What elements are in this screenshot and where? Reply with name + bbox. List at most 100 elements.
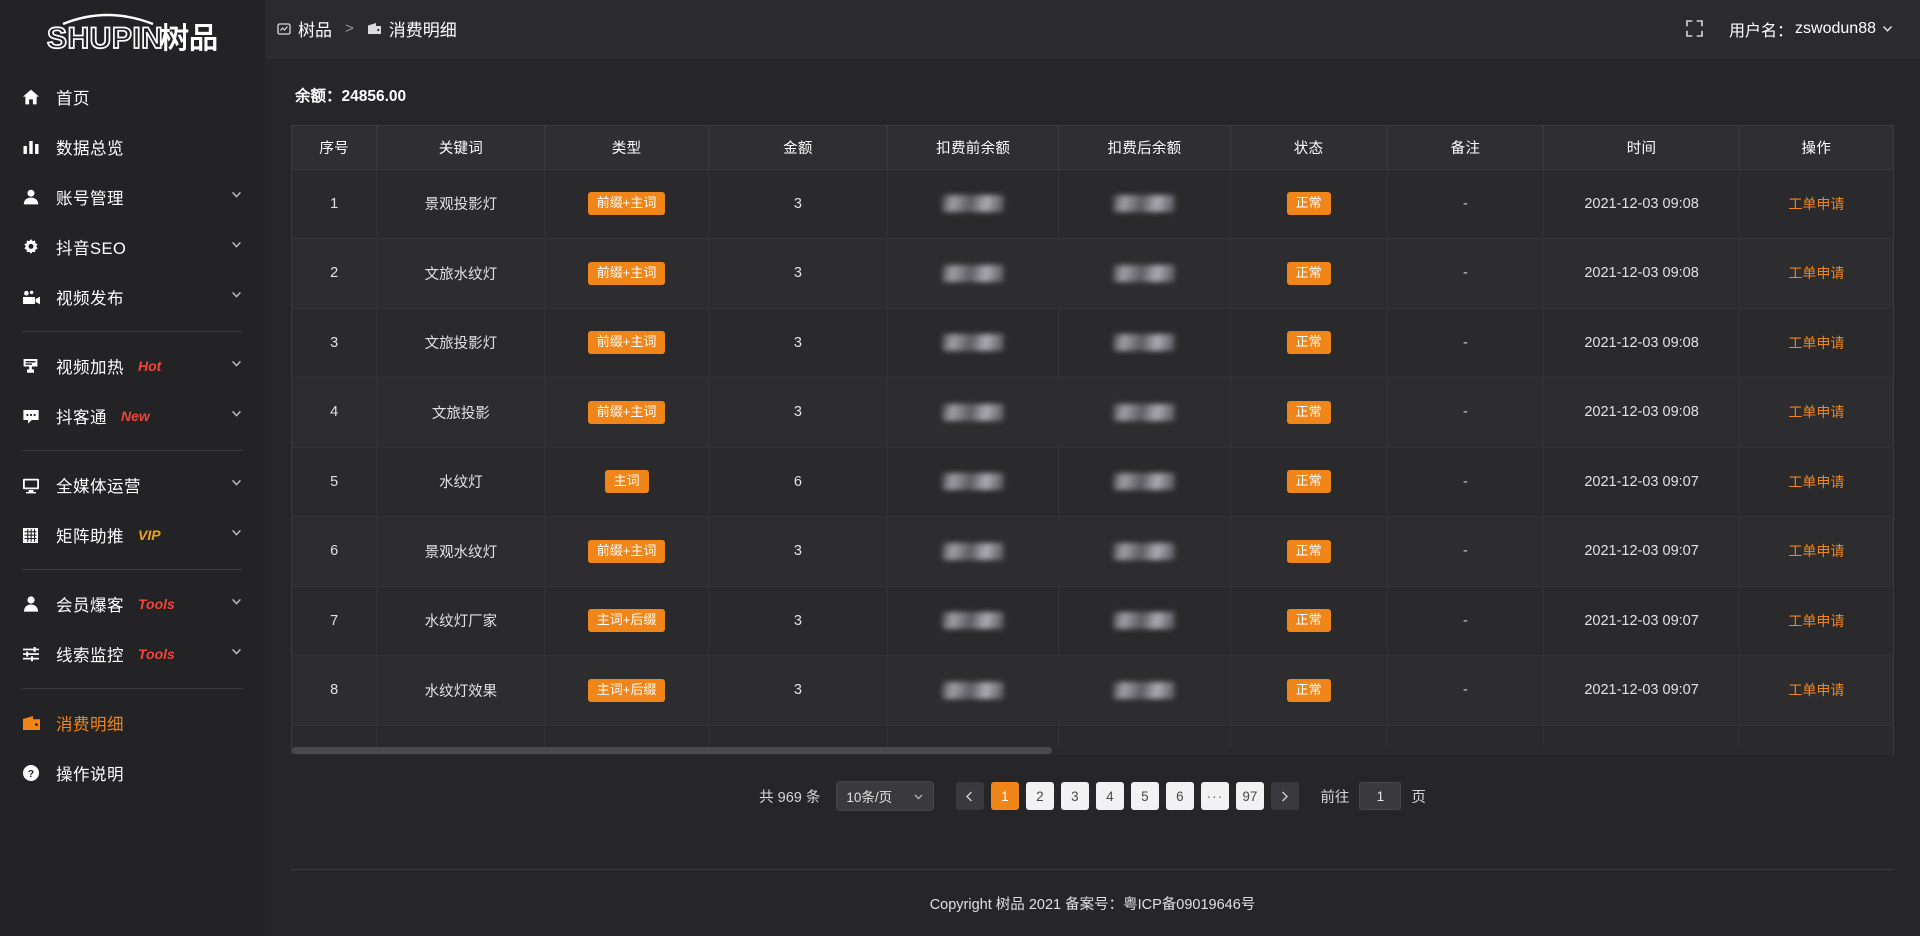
cell-index: 8 [292,655,378,726]
sidebar-item-0[interactable]: 首页 [0,72,265,122]
cell-action: 工单申请 [1739,308,1893,378]
sidebar-item-12[interactable]: ? 操作说明 [0,748,265,798]
breadcrumb-separator: > [345,20,354,37]
pagination-last-page[interactable]: 97 [1235,782,1264,810]
sidebar-item-3[interactable]: 抖音SEO [0,222,265,272]
cell-amount: 6 [708,447,889,517]
cell-index: 4 [292,377,378,448]
cell-status: 正常 [1230,308,1388,378]
cell-time: 2021-12-03 09:08 [1543,308,1740,378]
svg-text:?: ? [28,768,34,780]
sidebar-item-label: 消费明细 [56,716,124,734]
chevron-down-icon [230,526,243,544]
redacted-value [942,195,1005,213]
status-badge: 正常 [1286,470,1331,494]
ticket-apply-link[interactable]: 工单申请 [1788,265,1845,282]
sidebar-item-7[interactable]: 全媒体运营 [0,460,265,510]
sidebar-item-6[interactable]: 抖客通 New [0,391,265,441]
status-badge: 正常 [1286,192,1331,216]
sidebar-divider [22,450,243,451]
page-size-select[interactable]: 10条/页 [836,781,935,811]
cell-action: 工单申请 [1739,377,1893,448]
pagination-page-1[interactable]: 1 [990,782,1019,810]
table-horizontal-scrollbar[interactable] [292,746,1893,755]
sidebar-item-5[interactable]: 视频加热 Hot [0,341,265,391]
wallet-icon [22,715,46,731]
cell-index: 5 [292,447,378,517]
breadcrumb-current[interactable]: 消费明细 [367,16,457,41]
cell-type: 主词 [544,447,709,517]
cell-index: 3 [292,308,378,378]
cell-time: 2021-12-03 09:07 [1543,586,1740,656]
topbar: 树品 > 消费明细 [265,0,1920,58]
ticket-apply-link[interactable]: 工单申请 [1788,682,1845,699]
svg-text:树品: 树品 [160,22,218,54]
ticket-apply-link[interactable]: 工单申请 [1788,404,1845,421]
sidebar-item-11[interactable]: 消费明细 [0,698,265,748]
pagination-prev[interactable] [955,782,984,810]
fullscreen-icon[interactable] [1686,20,1703,37]
ticket-apply-link[interactable]: 工单申请 [1788,334,1845,351]
table-column-header: 时间 [1543,126,1740,170]
cell-type: 主词+后缀 [544,655,709,726]
type-badge: 前缀+主词 [587,400,666,424]
sidebar-item-1[interactable]: 数据总览 [0,122,265,172]
monitor-icon [22,477,46,494]
redacted-value [942,264,1005,282]
sidebar-item-2[interactable]: 账号管理 [0,172,265,222]
sidebar-item-9[interactable]: 会员爆客 Tools [0,579,265,629]
redacted-value [1113,334,1176,352]
pagination-ellipsis[interactable]: ··· [1200,782,1229,810]
cell-time: 2021-12-03 09:07 [1543,447,1740,517]
cell-status: 正常 [1230,655,1388,726]
pagination-page-3[interactable]: 3 [1060,782,1089,810]
cell-type: 主词+后缀 [544,586,709,656]
cell-balance-after [1058,447,1231,517]
redacted-value [1113,264,1176,282]
cell-status: 正常 [1230,447,1388,517]
status-badge: 正常 [1286,261,1331,285]
user-menu[interactable]: 用户名： zswodun88 [1729,17,1894,41]
cell-index: 1 [292,169,378,239]
sidebar-item-4[interactable]: 视频发布 [0,272,265,322]
sidebar-item-label: 视频加热 [56,359,124,377]
grid-icon [22,527,46,544]
cell-action: 工单申请 [1739,447,1893,517]
goto-page-input[interactable] [1359,782,1402,810]
brand-logo[interactable]: SHUPIN 树品 [0,0,265,58]
status-badge: 正常 [1286,331,1331,355]
pagination-page-2[interactable]: 2 [1025,782,1054,810]
sidebar-item-10[interactable]: 线索监控 Tools [0,629,265,679]
scrollbar-thumb[interactable] [292,747,1052,754]
ticket-apply-link[interactable]: 工单申请 [1788,543,1845,560]
cell-remark: - [1387,377,1545,448]
cell-action: 工单申请 [1739,516,1893,587]
copyright-text: Copyright 树品 2021 备案号：粤ICP备09019646号 [929,896,1256,913]
pagination-pages: 1 2 3 4 5 6 ··· 97 [987,782,1267,810]
breadcrumb-root[interactable]: 树品 [277,16,332,41]
cell-remark: - [1387,308,1545,378]
ticket-apply-link[interactable]: 工单申请 [1788,195,1845,212]
cell-balance-before [887,169,1060,239]
redacted-value [1113,473,1176,491]
pagination-page-5[interactable]: 5 [1130,782,1159,810]
chevron-down-icon [230,645,243,663]
cell-balance-after [1058,377,1231,448]
pagination-page-4[interactable]: 4 [1095,782,1124,810]
rocket-icon [22,357,46,375]
cell-balance-after [1058,655,1231,726]
type-badge: 主词 [604,470,649,494]
pagination-next[interactable] [1270,782,1299,810]
pagination-page-6[interactable]: 6 [1165,782,1194,810]
breadcrumb-root-label: 树品 [298,21,332,40]
sidebar-menu: 首页 数据总览 账号管理 抖音SEO 视频发布视频加热 Hot 抖客通 New 全媒体运营 矩阵助… [0,72,265,936]
sidebar-item-8[interactable]: 矩阵助推 VIP [0,510,265,560]
redacted-value [942,681,1005,699]
cell-keyword: 水纹灯厂家 [376,586,546,656]
redacted-value [1113,195,1176,213]
chevron-down-icon [230,288,243,306]
table-body: 1 景观投影灯 前缀+主词 3 正常 -2021-12-03 09:08 工单申请 2 文旅水纹… [292,169,1893,755]
cell-type: 前缀+主词 [544,516,709,587]
ticket-apply-link[interactable]: 工单申请 [1788,612,1845,629]
ticket-apply-link[interactable]: 工单申请 [1788,473,1845,490]
